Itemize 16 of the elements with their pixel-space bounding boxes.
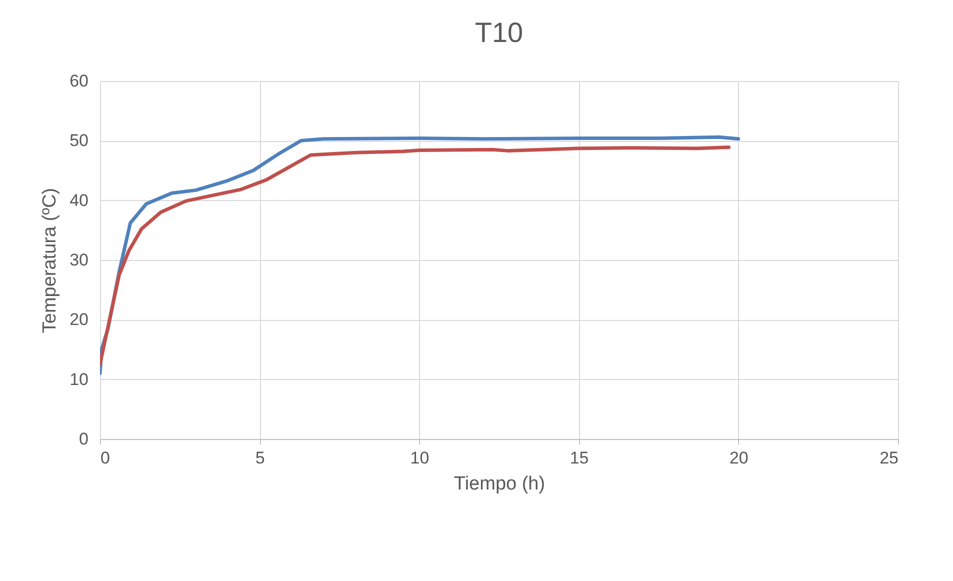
y-tick-label: 0	[79, 430, 88, 448]
y-tick-label: 20	[70, 310, 88, 330]
x-tick-label: 25	[880, 448, 898, 468]
y-tick-label: 40	[70, 190, 88, 210]
y-tick-label: 50	[70, 131, 88, 150]
chart-title: T10	[474, 17, 524, 48]
y-axis-title: Temperatura (ºC)	[40, 188, 61, 334]
x-tick-label: 5	[255, 448, 265, 468]
y-tick-label: 30	[70, 250, 88, 270]
x-tick-label: 15	[570, 448, 589, 468]
x-tick-label: 10	[410, 448, 430, 468]
y-tick-label: 60	[70, 72, 88, 90]
y-tick-label: 10	[70, 370, 88, 389]
x-tick-label: 20	[729, 448, 748, 468]
x-tick-label: 0	[100, 448, 110, 468]
x-axis-title: Tiempo (h)	[454, 474, 546, 494]
